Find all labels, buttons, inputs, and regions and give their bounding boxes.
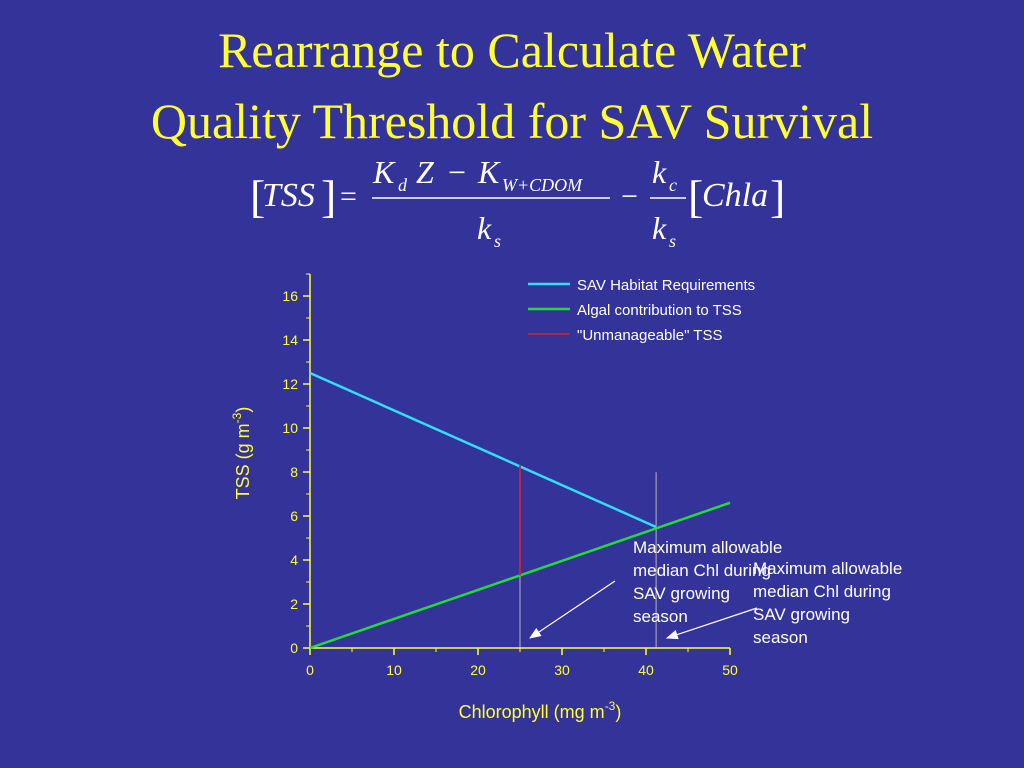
numerator-minus: − [448, 154, 467, 190]
y-axis-label: TSS (g m-3) [230, 407, 253, 500]
annotation-right-line-4: season [753, 628, 808, 647]
annotation-right: Maximum allowable median Chl during SAV … [753, 557, 902, 649]
legend: SAV Habitat Requirements Algal contribut… [528, 277, 755, 344]
x-tick-label-50: 50 [722, 662, 738, 678]
annotation-right-line-2: median Chl during [753, 582, 891, 601]
y-tick-label-14: 14 [282, 332, 298, 348]
legend-label-unmanageable: "Unmanageable" TSS [577, 327, 722, 344]
y-tick-label-10: 10 [282, 420, 298, 436]
y-tick-label-6: 6 [290, 508, 298, 524]
annotation-left-line-2: median Chl during [633, 561, 771, 580]
fraction-kc: k [652, 154, 667, 190]
y-tick-label-12: 12 [282, 376, 298, 392]
y-tick-label-8: 8 [290, 464, 298, 480]
numerator-kd: K [373, 154, 395, 190]
slide-title-line-1: Rearrange to Calculate Water [218, 22, 806, 78]
x-tick-label-40: 40 [638, 662, 654, 678]
y-tick-label-4: 4 [290, 552, 298, 568]
minus-sign: − [621, 180, 638, 213]
annotation-arrow-right [665, 607, 758, 640]
numerator-kw-sub: W+CDOM [502, 175, 583, 195]
annotation-left: Maximum allowable median Chl during SAV … [633, 536, 782, 628]
annotation-right-line-3: SAV growing [753, 605, 851, 624]
annotation-left-line-4: season [633, 607, 688, 626]
numerator-kd-sub: d [398, 175, 407, 195]
legend-label-algal: Algal contribution to TSS [577, 302, 742, 319]
equation-lhs: TSS [262, 177, 315, 214]
right-bracket-close: ] [770, 171, 786, 222]
y-tick-label-2: 2 [290, 596, 298, 612]
equation-rhs: Chla [702, 177, 769, 214]
equals-sign: = [340, 180, 357, 213]
x-tick-label-10: 10 [386, 662, 402, 678]
denominator-k: k [477, 210, 492, 246]
y-tick-label-0: 0 [290, 640, 298, 656]
y-tick-label-16: 16 [282, 288, 298, 304]
annotation-left-line-3: SAV growing [633, 584, 731, 603]
annotation-arrow-left [529, 580, 616, 639]
fraction-kc-sub: c [669, 175, 677, 195]
left-bracket-open: [ [250, 171, 266, 222]
x-axis-label: Chlorophyll (mg m-3) [459, 699, 622, 722]
right-bracket-open: [ [688, 171, 704, 222]
series-line-0 [309, 371, 657, 529]
x-tick-label-0: 0 [306, 662, 314, 678]
fraction-ks-sub: s [669, 231, 677, 251]
x-tick-label-20: 20 [470, 662, 486, 678]
fraction-ks: k [652, 210, 667, 246]
left-bracket-close: ] [321, 171, 337, 222]
legend-label-sav: SAV Habitat Requirements [577, 277, 755, 294]
numerator-z: Z [416, 154, 434, 190]
denominator-k-sub: s [494, 231, 502, 251]
slide-title-line-2: Quality Threshold for SAV Survival [150, 93, 874, 149]
annotation-left-line-1: Maximum allowable [633, 538, 783, 557]
numerator-kw: K [478, 154, 500, 190]
annotation-right-line-1: Maximum allowable [753, 559, 903, 578]
x-tick-label-30: 30 [554, 662, 570, 678]
